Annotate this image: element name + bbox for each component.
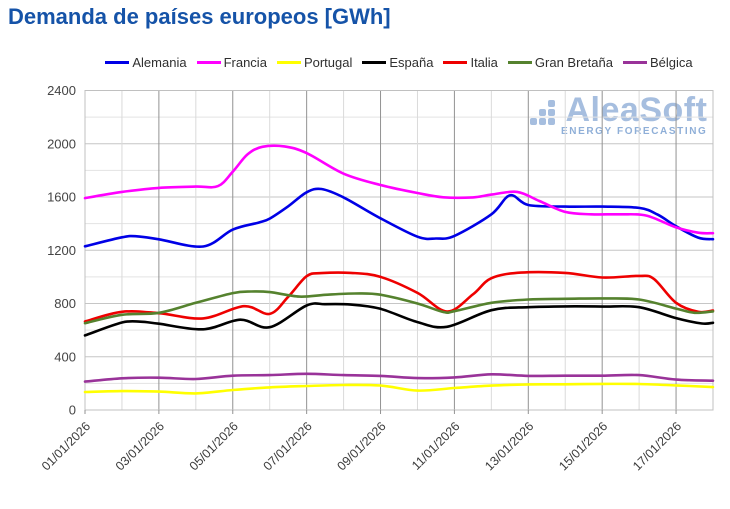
legend-label-alemania: Alemania <box>132 55 187 70</box>
legend-label-gran-bretana: Gran Bretaña <box>534 55 613 70</box>
series-line-espana <box>83 302 715 337</box>
logo-dot <box>539 118 546 125</box>
legend-line-icon-francia <box>196 61 221 64</box>
y-axis-labels: 0 400 800 1200 1600 2000 2400 <box>47 83 76 418</box>
watermark-logo: AleaSoft ENERGY FORECASTING <box>530 91 708 137</box>
series-line-alemania <box>83 187 715 249</box>
logo-brand: AleaSoft <box>565 91 708 129</box>
legend-line-icon-belgica <box>622 61 647 64</box>
legend-item-francia: Francia <box>196 55 267 70</box>
legend-label-francia: Francia <box>223 55 267 70</box>
gridlines <box>85 90 713 410</box>
legend-item-belgica: Bélgica <box>622 55 693 70</box>
legend-item-espana: España <box>362 55 433 70</box>
logo-dot <box>548 118 555 125</box>
series-line-francia <box>83 144 715 235</box>
logo-tagline: ENERGY FORECASTING <box>561 126 708 137</box>
y-tick-label: 400 <box>54 349 76 364</box>
x-tick-label: 11/01/2026 <box>409 419 463 473</box>
x-tick-label: 03/01/2026 <box>113 419 167 473</box>
x-tick-label: 05/01/2026 <box>187 419 241 473</box>
series-line-gran-bretana <box>83 290 715 325</box>
x-tick-label: 15/01/2026 <box>556 419 610 473</box>
legend-label-portugal: Portugal <box>303 55 353 70</box>
legend-item-alemania: Alemania <box>105 55 187 70</box>
y-tick-label: 1600 <box>47 190 76 205</box>
logo-dot <box>530 118 537 125</box>
logo-dot-column <box>539 107 546 125</box>
logo-dots-icon <box>530 98 557 137</box>
legend-line-icon-portugal <box>276 61 301 64</box>
x-ticks <box>84 410 677 414</box>
logo-dot <box>548 109 555 116</box>
x-tick-label: 13/01/2026 <box>482 419 536 473</box>
plot-border <box>84 90 714 411</box>
y-tick-label: 0 <box>69 403 76 418</box>
y-tick-label: 800 <box>54 296 76 311</box>
series-line-belgica <box>83 372 715 383</box>
legend-line-icon-alemania <box>105 61 130 64</box>
logo-dot <box>548 100 555 107</box>
logo-dot <box>539 109 546 116</box>
logo-dot-column <box>548 98 555 125</box>
x-tick-label: 17/01/2026 <box>630 419 684 473</box>
legend-line-icon-espana <box>362 61 387 64</box>
y-tick-label: 2000 <box>47 136 76 151</box>
series-line-portugal <box>83 382 715 395</box>
x-axis-labels: 01/01/2026 03/01/2026 05/01/2026 07/01/2026… <box>39 419 684 473</box>
series-lines <box>83 144 715 395</box>
legend-line-icon-gran-bretana <box>507 61 532 64</box>
y-tick-label: 1200 <box>47 243 76 258</box>
legend-label-italia: Italia <box>470 55 498 70</box>
legend-item-gran-bretana: Gran Bretaña <box>507 55 613 70</box>
legend-line-icon-italia <box>443 61 468 64</box>
legend: Alemania Francia Portugal España Italia Gran … <box>85 55 713 70</box>
x-tick-label: 09/01/2026 <box>335 419 389 473</box>
series-line-italia <box>83 270 715 323</box>
chart-title: Demanda de países europeos [GWh] <box>8 4 391 29</box>
x-tick-label: 01/01/2026 <box>39 419 93 473</box>
legend-label-espana: España <box>389 55 434 70</box>
logo-text-block: AleaSoft ENERGY FORECASTING <box>561 91 708 137</box>
logo-dot-column <box>530 116 537 125</box>
legend-item-italia: Italia <box>443 55 498 70</box>
legend-label-belgica: Bélgica <box>649 55 693 70</box>
legend-item-portugal: Portugal <box>276 55 353 70</box>
y-tick-label: 2400 <box>47 83 76 98</box>
x-tick-label: 07/01/2026 <box>261 419 315 473</box>
